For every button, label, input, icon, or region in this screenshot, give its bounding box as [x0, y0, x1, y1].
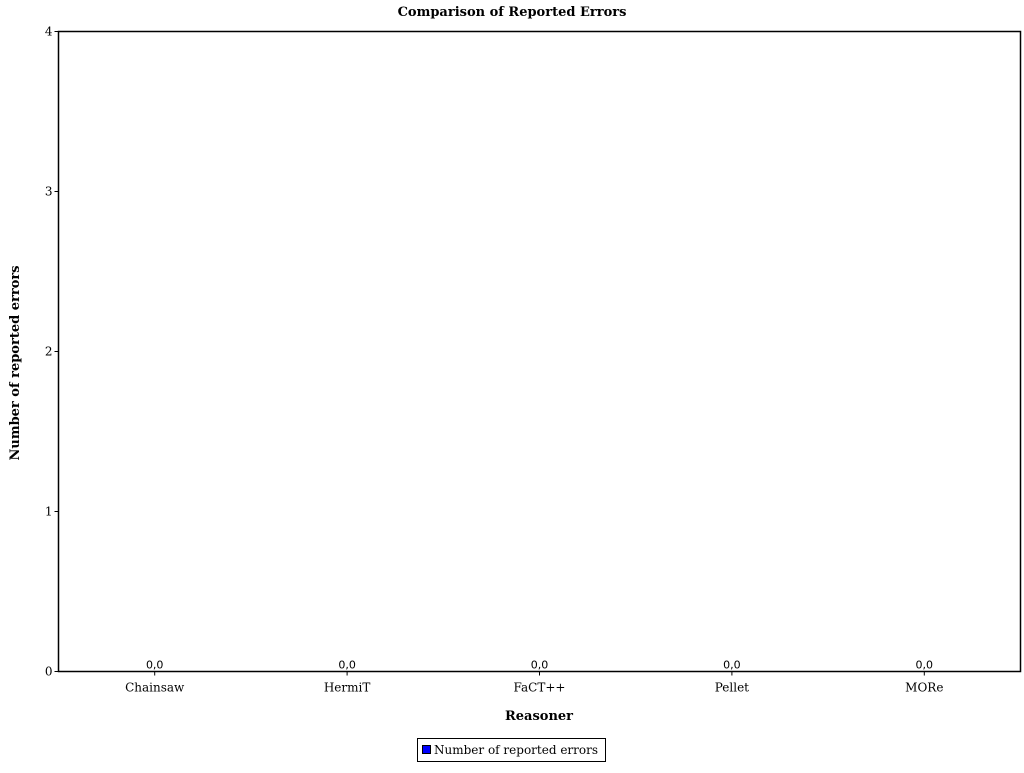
- legend: Number of reported errors: [417, 738, 606, 762]
- x-tick-label: FaCT++: [514, 681, 566, 695]
- data-labels-group: 0,0 0,0 0,0 0,0 0,0: [146, 659, 933, 672]
- plot-area: [57, 30, 1022, 673]
- y-tick-label: 0: [45, 665, 53, 679]
- legend-swatch: [422, 745, 431, 754]
- chart-title: Comparison of Reported Errors: [398, 5, 627, 20]
- x-tick-label: HermiT: [324, 681, 371, 695]
- y-axis: 0 1 2 3 4: [45, 25, 59, 679]
- x-tick-label: Chainsaw: [125, 681, 185, 695]
- bar-value-label: 0,0: [531, 659, 549, 672]
- x-axis: Chainsaw HermiT FaCT++ Pellet MORe: [125, 671, 943, 695]
- y-tick-label: 3: [45, 185, 53, 199]
- y-tick-label: 1: [45, 505, 53, 519]
- legend-box: [417, 738, 606, 762]
- bar-value-label: 0,0: [723, 659, 741, 672]
- bar-value-label: 0,0: [916, 659, 934, 672]
- bar-value-label: 0,0: [146, 659, 164, 672]
- y-axis-label: Number of reported errors: [8, 265, 23, 460]
- x-tick-label: Pellet: [715, 681, 749, 695]
- y-tick-label: 4: [45, 25, 53, 39]
- y-tick-label: 2: [45, 345, 53, 359]
- x-axis-label: Reasoner: [505, 709, 573, 724]
- legend-label: Number of reported errors: [434, 743, 598, 757]
- bar-value-label: 0,0: [338, 659, 356, 672]
- x-tick-label: MORe: [905, 681, 943, 695]
